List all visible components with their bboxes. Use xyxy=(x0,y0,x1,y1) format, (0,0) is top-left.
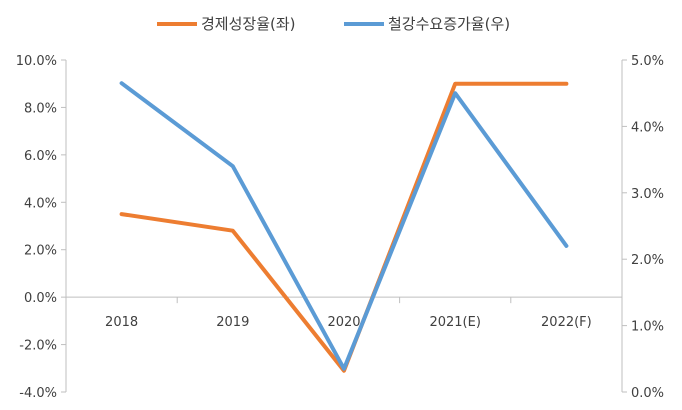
axes xyxy=(65,60,623,392)
right-tick-label: 4.0% xyxy=(631,120,664,135)
left-tick-label: 4.0% xyxy=(24,196,57,211)
category-label: 2018 xyxy=(105,315,138,330)
category-labels: 2018 2019 2020 2021(E) 2022(F) xyxy=(105,315,592,330)
legend-label-growth: 경제성장율(좌) xyxy=(201,15,296,33)
left-tick-label: -4.0% xyxy=(19,386,57,401)
series-line-steel xyxy=(119,81,569,371)
category-label: 2019 xyxy=(216,315,249,330)
legend-label-steel: 철강수요증가율(우) xyxy=(388,15,510,33)
right-axis-ticks: 0.0% 1.0% 2.0% 3.0% 4.0% 5.0% xyxy=(622,54,664,401)
left-tick-label: 6.0% xyxy=(24,149,57,164)
right-tick-label: 3.0% xyxy=(631,187,664,202)
category-label: 2021(E) xyxy=(429,315,480,330)
right-tick-label: 5.0% xyxy=(631,54,664,69)
left-tick-label: 10.0% xyxy=(16,54,57,69)
left-tick-label: 0.0% xyxy=(24,291,57,306)
left-tick-label: -2.0% xyxy=(19,339,57,354)
right-tick-label: 2.0% xyxy=(631,253,664,268)
series-lines xyxy=(119,81,569,373)
left-axis-ticks: -4.0% -2.0% 0.0% 2.0% 4.0% 6.0% 8.0% 10.0% xyxy=(16,54,66,401)
right-tick-label: 0.0% xyxy=(631,386,664,401)
legend-item-steel: 철강수요증가율(우) xyxy=(344,15,510,33)
category-label: 2020 xyxy=(327,315,360,330)
left-tick-label: 8.0% xyxy=(24,101,57,116)
right-tick-label: 1.0% xyxy=(631,320,664,335)
legend: 경제성장율(좌) 철강수요증가율(우) xyxy=(157,15,510,33)
left-tick-label: 2.0% xyxy=(24,244,57,259)
legend-item-growth: 경제성장율(좌) xyxy=(157,15,296,33)
category-label: 2022(F) xyxy=(541,315,592,330)
